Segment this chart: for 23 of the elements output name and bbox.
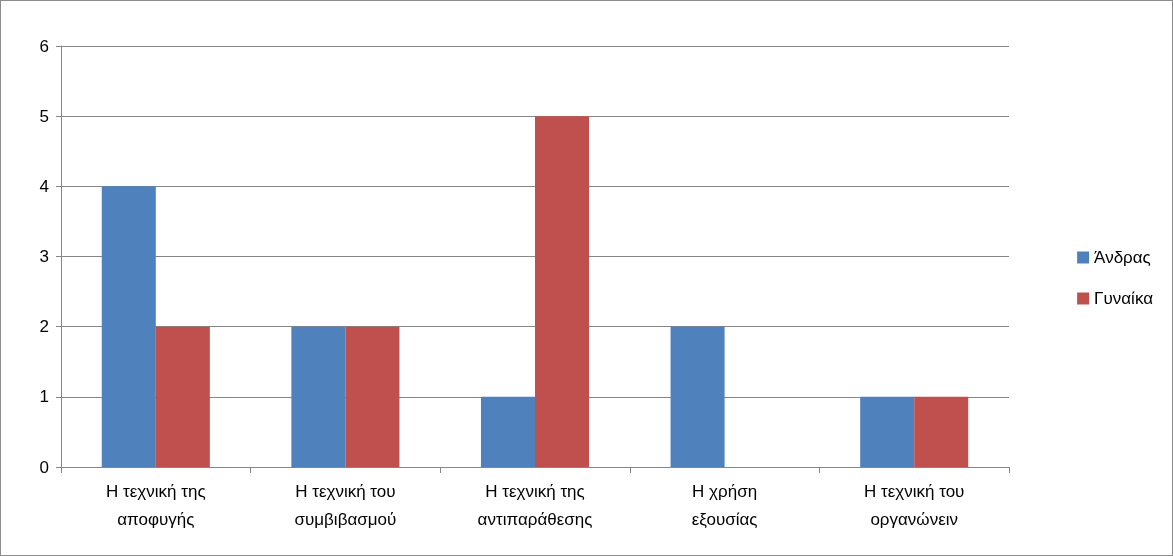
x-tick-label: Η χρήση εξουσίας [691, 481, 758, 529]
y-tick-label: 4 [39, 176, 49, 196]
bar [155, 326, 210, 467]
bar [860, 396, 915, 467]
x-tick-label: Η τεχνική του συμβιβασμού [294, 481, 397, 529]
y-tick-label: 2 [39, 317, 49, 337]
bar [480, 396, 535, 467]
bar [535, 116, 590, 467]
bar [291, 326, 346, 467]
bar [670, 326, 725, 467]
bar [345, 326, 400, 467]
y-tick-label: 6 [39, 36, 49, 56]
legend-label: Άνδρας [1094, 248, 1151, 267]
y-tick-label: 0 [39, 457, 49, 477]
y-tick-label: 1 [39, 387, 49, 407]
x-tick-label: Η τεχνική της αποφυγής [106, 481, 206, 529]
legend-label: Γυναίκα [1094, 289, 1154, 308]
x-tick-label: Η τεχνική του οργανώνειν [864, 481, 965, 529]
y-tick-label: 5 [39, 106, 49, 126]
bar [914, 396, 969, 467]
y-tick-label: 3 [39, 247, 49, 266]
x-tick-label: Η τεχνική της αντιπαράθεσης [477, 481, 593, 529]
bar [101, 186, 156, 467]
